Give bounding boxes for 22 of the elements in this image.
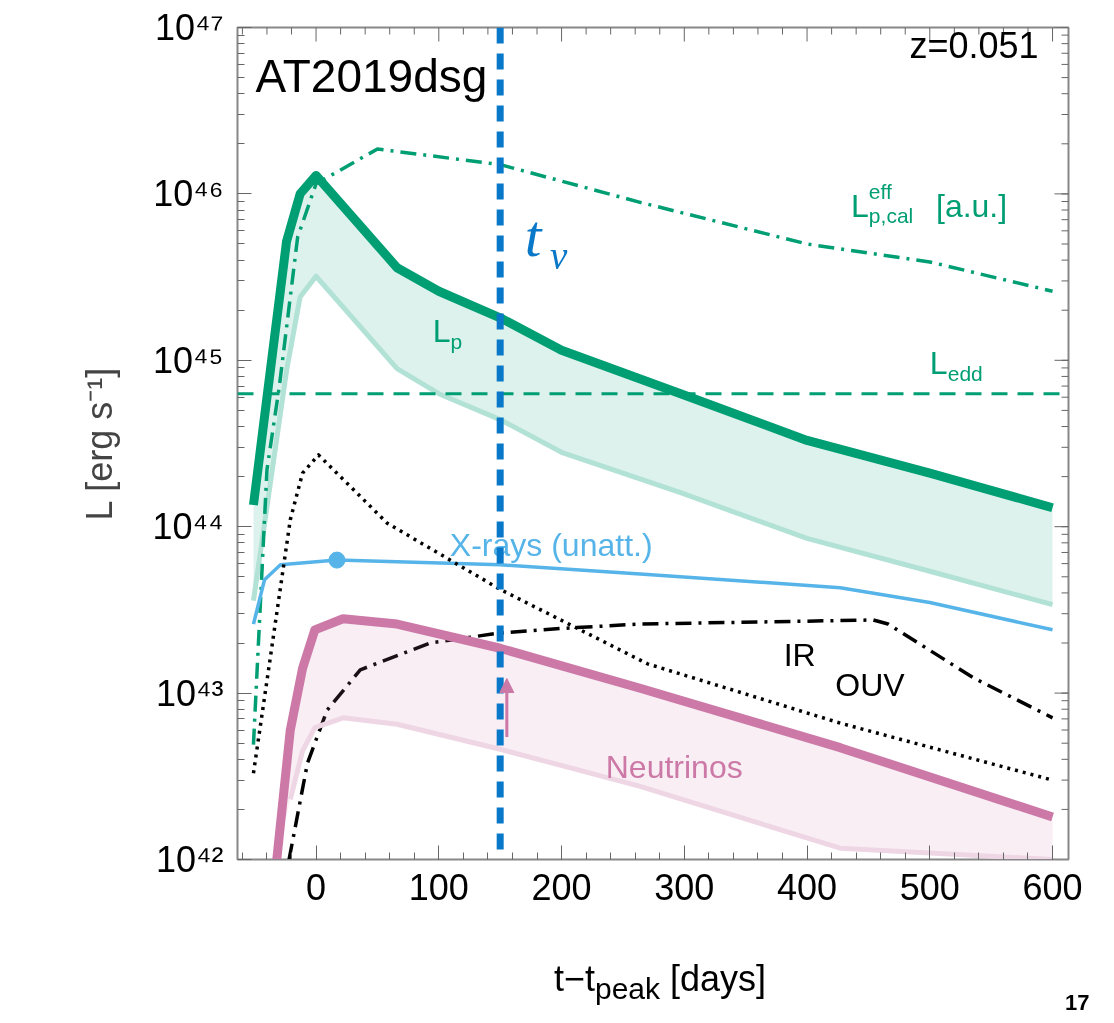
y-tick-label: 10⁴⁵	[153, 339, 224, 381]
x-tick-label: 300	[654, 866, 715, 908]
y-tick-label: 10⁴²	[156, 839, 224, 880]
y-axis-title: L [erg s⁻¹]	[78, 367, 120, 521]
x-tick-label: 600	[1022, 866, 1083, 908]
y-tick-label: 10⁴⁴	[152, 506, 224, 548]
x-tick-label: 200	[531, 866, 592, 908]
series-label: OUV	[835, 666, 906, 703]
series-label: IR	[783, 636, 816, 673]
x-axis-title: t−t$_{peak}$ [days]	[553, 957, 767, 1008]
x-tick-label: 400	[777, 866, 838, 908]
text: 17	[1065, 989, 1090, 1017]
y-tick-label: 10⁴³	[156, 672, 224, 714]
x-tick-label: 0	[306, 866, 327, 908]
y-tick-label: 10⁴⁶	[153, 173, 224, 215]
series-label: X-rays (unatt.)	[449, 526, 653, 563]
series-label: Neutrinos	[605, 748, 743, 785]
annotation: z=0.051	[909, 25, 1039, 66]
x-tick-label: 500	[899, 866, 960, 908]
x-tick-label: 100	[408, 866, 469, 908]
y-tick-label: 10⁴⁷	[154, 7, 224, 48]
annotation: AT2019dsg	[255, 49, 488, 102]
